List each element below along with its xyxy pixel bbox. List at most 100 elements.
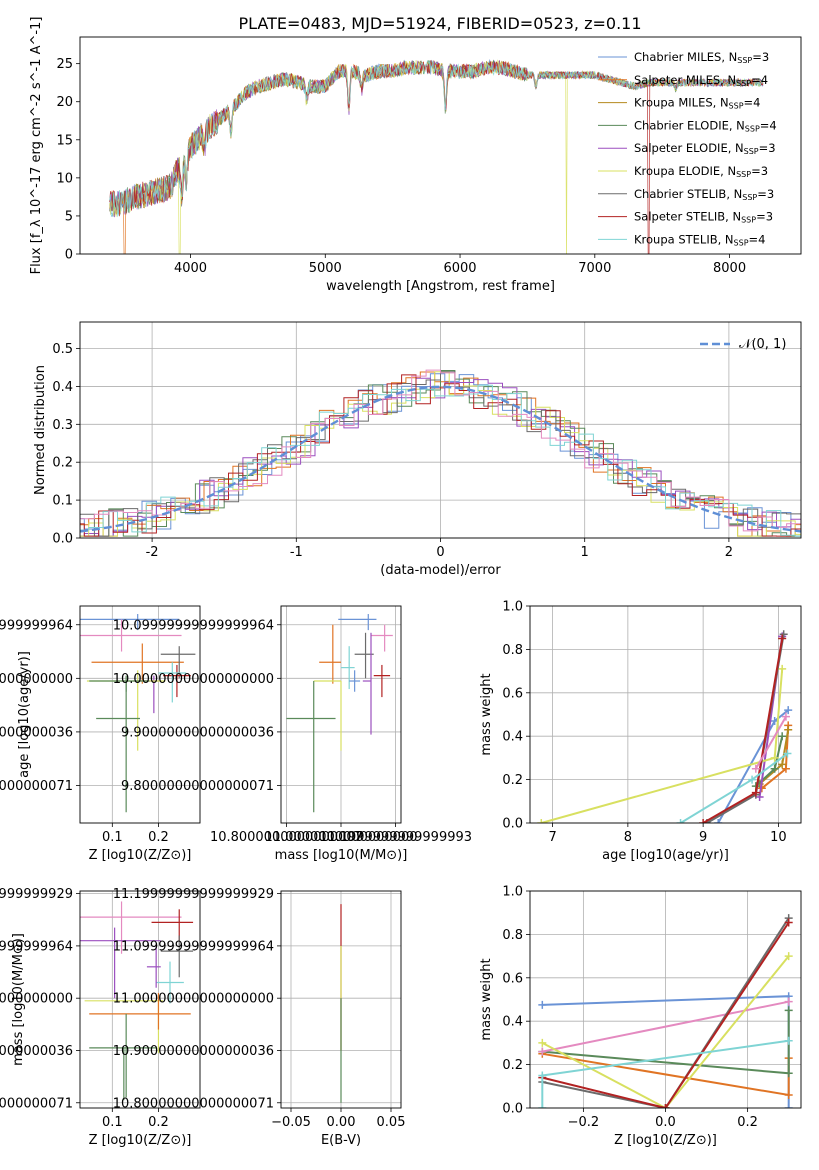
y-tick-label: 0.6 (502, 686, 523, 701)
series-marker (538, 1038, 547, 1047)
x-tick-label: 10 (770, 830, 787, 845)
axes-frame (79, 605, 201, 824)
y-tick-label: 0.2 (502, 1058, 523, 1073)
y-tick-label: 11.00000000000000000 (0, 992, 73, 1007)
y-tick-label: 11.00000000000000000 (113, 992, 274, 1007)
legend-label: Chabrier ELODIE, NSSP=4 (634, 118, 777, 133)
series-marker (779, 630, 788, 639)
series-marker (778, 664, 787, 673)
histogram-series (80, 384, 801, 537)
series-marker (751, 788, 760, 797)
series-line (541, 955, 790, 1108)
errorbar-point (373, 664, 391, 698)
y-tick-label: 0.5 (52, 342, 73, 357)
axes-frame (79, 321, 802, 539)
y-tick-label: 0.2 (52, 456, 73, 471)
x-tick-label: −0.2 (568, 1115, 600, 1130)
series-marker (770, 753, 779, 762)
y-tick-label: 11.19999999999999929 (113, 887, 274, 902)
mass-vs-ebv-chart: −0.05 0.00 0.05 10.80000000000000071 10.9000… (113, 887, 406, 1148)
series-marker (676, 819, 685, 823)
series-marker (699, 819, 708, 823)
y-tick-label: 10.90000000000000036 (113, 1044, 274, 1059)
errorbar-point (313, 680, 342, 751)
y-tick-label: 0.3 (52, 418, 73, 433)
y-tick-label: 10.00000000000000000 (113, 672, 274, 687)
x-tick-label: 7 (548, 830, 556, 845)
errorbar-point (319, 624, 341, 684)
x-tick-label: 2 (725, 545, 733, 560)
series-marker (781, 712, 790, 721)
series-line (680, 752, 788, 823)
x-tick-label: 0.1 (102, 830, 123, 845)
y-tick-label: 0.0 (52, 532, 73, 547)
y-tick-label: 9.90000000000000036 (121, 725, 274, 740)
y-tick-label: 11.09999999999999964 (0, 939, 73, 954)
x-axis-label: age [log10(age/yr)] (602, 848, 729, 863)
x-tick-label: 0.0 (655, 1115, 676, 1130)
series-marker (784, 1006, 793, 1015)
massweight-series (538, 1036, 793, 1108)
y-tick-label: 1.0 (502, 600, 523, 615)
errorbar-point (362, 632, 372, 735)
series-marker (538, 1047, 547, 1056)
x-tick-label: 10.8000000000000007 (210, 830, 363, 845)
axes-frame (529, 605, 802, 824)
y-tick-label: 10.00000000000000000 (0, 672, 73, 687)
x-tick-label: 8 (624, 830, 632, 845)
y-tick-label: 1.0 (502, 885, 523, 900)
massweight-vs-Z-chart: −0.2 0.0 0.2 0.0 0.2 0.4 0.6 0.8 1.0 Z [log10(Z/Z… (479, 885, 802, 1148)
axes-frame (280, 890, 402, 1109)
x-axis-label: wavelength [Angstrom, rest frame] (326, 279, 555, 294)
series-marker (714, 819, 723, 823)
y-tick-label: 0.1 (52, 494, 73, 509)
y-tick-label: 0.0 (502, 817, 523, 832)
massweight-series (676, 749, 792, 823)
x-tick-label: 11.1999999999999993 (319, 830, 472, 845)
legend-label: 𝒩(0, 1) (739, 337, 786, 352)
y-tick-label: 9.80000000000000071 (0, 779, 73, 794)
series-line (706, 634, 785, 823)
y-tick-label: 0.8 (502, 643, 523, 658)
legend-label: Kroupa MILES, NSSP=4 (634, 96, 760, 111)
y-tick-label: 0.4 (502, 1015, 523, 1030)
series-marker (784, 1090, 793, 1099)
x-tick-label: −0.05 (271, 1115, 311, 1130)
errorbar-point (371, 624, 393, 652)
y-axis-label: Flux [f_λ 10^-17 erg cm^-2 s^-1 A^-1] (29, 17, 44, 275)
histogram-series (80, 371, 801, 537)
x-axis-label: (data-model)/error (380, 563, 501, 578)
figure-title: PLATE=0483, MJD=51924, FIBERID=0523, z=0… (238, 14, 641, 33)
series-line (542, 921, 790, 1108)
series-line (542, 1000, 789, 1053)
legend-label: Kroupa ELODIE, NSSP=3 (634, 164, 768, 179)
errorbar-point (163, 664, 191, 698)
y-tick-label: 11.19999999999999929 (0, 887, 73, 902)
y-axis-label: Normed distribution (33, 365, 48, 495)
y-tick-label: 9.90000000000000036 (0, 725, 73, 740)
spectrum-legend: Chabrier MILES, NSSP=3 Salpeter MILES, NS… (598, 50, 777, 247)
legend-label: Chabrier STELIB, NSSP=3 (634, 187, 774, 202)
x-axis-label: E(B-V) (321, 1133, 361, 1148)
legend-label: Salpeter ELODIE, NSSP=3 (634, 141, 776, 156)
errorbar-point (89, 992, 191, 1030)
x-axis-label: Z [log10(Z/Z⊙)] (89, 848, 192, 863)
errorbar-point (341, 646, 355, 690)
y-tick-label: 5 (65, 209, 73, 224)
series-marker (784, 725, 793, 734)
y-tick-label: 15 (56, 133, 73, 148)
legend-label: Kroupa STELIB, NSSP=4 (634, 232, 765, 247)
series-marker (784, 1069, 793, 1078)
massweight-series (537, 664, 787, 823)
y-axis-label: mass weight (479, 958, 494, 1040)
series-marker (770, 764, 779, 773)
x-tick-label: -1 (290, 545, 303, 560)
x-tick-label: 9 (699, 830, 707, 845)
series-line (754, 716, 787, 770)
errorbar-point (146, 945, 161, 988)
x-axis-label: Z [log10(Z/Z⊙)] (89, 1133, 192, 1148)
errorbar-point (80, 927, 161, 999)
spectrum-chart: 4000 5000 6000 7000 8000 0 5 10 15 20 25 wavelength… (29, 17, 802, 294)
series-marker (784, 706, 793, 715)
series-marker (784, 1036, 793, 1045)
